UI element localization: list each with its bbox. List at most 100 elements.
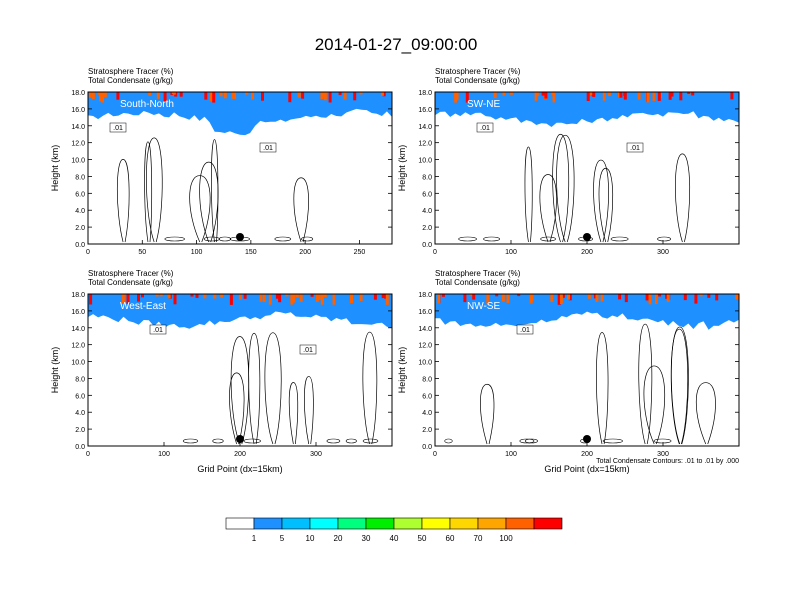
tracer-cell [646, 92, 650, 103]
tracer-cell [233, 92, 237, 99]
y-tick-label: 18.0 [418, 90, 432, 97]
tracer-cell [735, 294, 739, 300]
tracer-cell [103, 92, 107, 98]
condensate-contour [638, 323, 653, 445]
tracer-cell [557, 294, 561, 305]
location-marker [583, 435, 591, 443]
tracer-cell [618, 294, 622, 300]
condensate-contour [596, 332, 609, 445]
tracer-cell [624, 294, 628, 303]
y-tick-label: 10.0 [418, 158, 432, 165]
panel-subtitle-line: Total Condensate (g/kg) [88, 278, 173, 287]
tracer-cell [148, 92, 152, 96]
x-tick-label: 150 [245, 249, 257, 256]
contour-footnote: Total Condensate Contours: .01 to .01 by… [596, 458, 739, 465]
tracer-cell [486, 294, 490, 305]
x-tick-label: 0 [86, 249, 90, 256]
plot-frame [87, 91, 393, 245]
tracer-cell [297, 92, 301, 98]
tracer-cell [506, 294, 510, 304]
tracer-cell [645, 294, 649, 301]
tracer-cell [323, 92, 327, 101]
y-tick-label: 10.0 [71, 158, 85, 165]
tracer-cell [285, 294, 289, 297]
tracer-cell [687, 92, 691, 94]
y-tick-label: 14.0 [418, 124, 432, 131]
y-tick-label: 2.0 [75, 225, 85, 232]
condensate-contour [248, 332, 261, 445]
tracer-field [88, 294, 392, 329]
figure-title: 2014-01-27_09:00:00 [315, 35, 478, 54]
tracer-cell [469, 294, 473, 297]
tracer-cell [328, 92, 332, 103]
location-marker [583, 233, 591, 241]
tracer-cell [463, 294, 467, 303]
panel-south-north: .01 .01 South-North 0.0 2.0 4.0 6.0 8.0 10.0 12.0… [50, 67, 393, 256]
tracer-cell [730, 92, 734, 100]
x-tick-label: 100 [191, 249, 203, 256]
colorbar-swatch [477, 517, 507, 530]
tracer-cell [295, 294, 299, 298]
tracer-cell [195, 294, 199, 298]
tracer-cell [141, 294, 144, 298]
colorbar-swatch [533, 517, 563, 530]
tracer-cell [502, 92, 506, 96]
tracer-cell [501, 294, 505, 302]
condensate-contour [552, 133, 570, 243]
panel-subtitle-line: Total Condensate (g/kg) [435, 76, 520, 85]
condensate-contour [593, 159, 609, 243]
tracer-cell [243, 294, 247, 299]
tracer-cell [173, 294, 177, 305]
condensate-contour [653, 438, 672, 444]
tracer-cell [229, 294, 233, 305]
colorbar-swatch [281, 517, 311, 530]
colorbar-label: 100 [499, 534, 513, 543]
condensate-contour [189, 175, 211, 243]
y-tick-label: 16.0 [71, 107, 85, 114]
y-tick-label: 8.0 [422, 376, 432, 383]
x-tick-label: 0 [433, 451, 437, 458]
tracer-cell [259, 294, 263, 302]
y-tick-label: 0.0 [422, 444, 432, 451]
colorbar-label: 5 [280, 534, 285, 543]
panel-name-label: West-East [120, 301, 166, 312]
condensate-contour [229, 372, 245, 445]
y-axis-label: Height (km) [50, 347, 60, 394]
y-tick-label: 2.0 [422, 225, 432, 232]
contour-label: .01 [263, 145, 273, 152]
x-tick-label: 100 [158, 451, 170, 458]
panel-name-label: South-North [120, 99, 174, 110]
tracer-cell [637, 92, 641, 100]
tracer-cell [472, 294, 476, 300]
tracer-cell [268, 294, 272, 305]
panel-subtitle-line: Total Condensate (g/kg) [88, 76, 173, 85]
y-tick-label: 2.0 [422, 427, 432, 434]
contour-label: .01 [303, 347, 313, 354]
condensate-contour [610, 236, 629, 242]
x-tick-label: 250 [354, 249, 366, 256]
y-axis-label: Height (km) [397, 145, 407, 192]
tracer-cell [691, 92, 695, 96]
tracer-cell [382, 92, 386, 97]
x-tick-label: 100 [505, 249, 517, 256]
condensate-contour [274, 236, 292, 242]
panel-sw-ne: .01 .01 SW-NE 0.0 2.0 4.0 6.0 8.0 10.0 12.0 14.0 16… [397, 67, 740, 256]
panel-subtitle-line: Total Condensate (g/kg) [435, 278, 520, 287]
condensate-contour [164, 236, 185, 242]
colorbar-swatch [337, 517, 367, 530]
tracer-cell [495, 294, 499, 297]
condensate-contour [146, 137, 163, 243]
condensate-contour [116, 159, 130, 243]
y-tick-label: 12.0 [71, 141, 85, 148]
y-tick-label: 16.0 [71, 309, 85, 316]
tracer-cell [658, 294, 662, 297]
tracer-cell [310, 294, 314, 297]
colorbar-label: 1 [252, 534, 257, 543]
tracer-cell [385, 294, 389, 305]
tracer-cell [534, 92, 538, 101]
colorbar-swatch [421, 517, 451, 530]
tracer-cell [550, 294, 554, 303]
x-tick-label: 100 [505, 451, 517, 458]
tracer-cell [323, 294, 327, 297]
